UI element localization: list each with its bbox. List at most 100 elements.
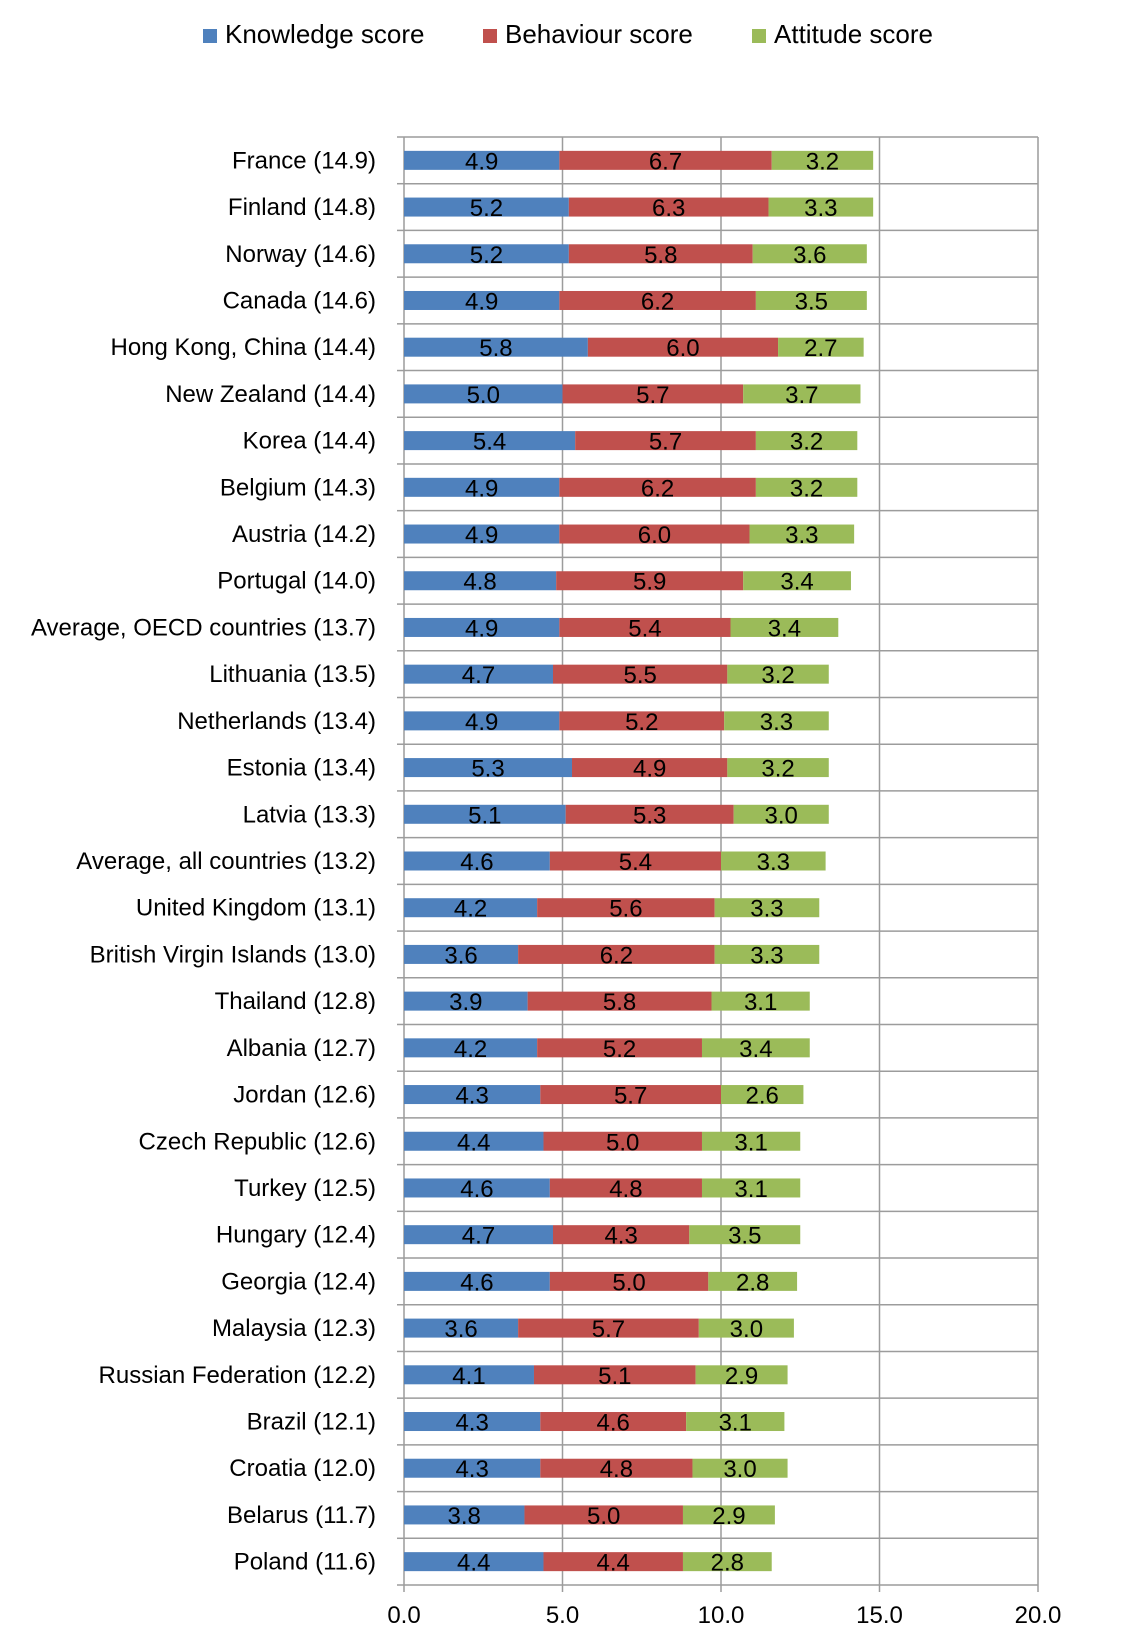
data-label: 4.2: [454, 1036, 487, 1063]
data-label: 2.9: [712, 1503, 745, 1530]
data-label: 3.0: [765, 802, 798, 829]
bar-segment: [540, 1458, 693, 1478]
legend-label: Knowledge score: [225, 19, 424, 49]
bar-segment: [543, 1552, 683, 1572]
data-label: 4.6: [460, 1176, 493, 1203]
data-label: 5.3: [633, 802, 666, 829]
data-label: 5.8: [603, 989, 636, 1016]
data-label: 4.9: [465, 615, 498, 642]
category-label: Thailand (12.8): [215, 988, 376, 1015]
data-label: 4.6: [597, 1410, 630, 1437]
bar-segment: [404, 431, 576, 451]
bar-segment: [771, 150, 874, 170]
category-label: Latvia (13.3): [243, 801, 376, 828]
category-label: Hungary (12.4): [216, 1222, 376, 1249]
data-label: 3.7: [785, 382, 818, 409]
data-label: 5.4: [619, 849, 652, 876]
data-label: 5.8: [644, 242, 677, 269]
bar-segment: [565, 804, 734, 824]
data-label: 6.3: [652, 195, 685, 222]
data-label: 5.2: [470, 242, 503, 269]
bar-segment: [701, 1131, 801, 1151]
category-label: Norway (14.6): [225, 241, 376, 268]
data-label: 6.7: [649, 148, 682, 175]
bar-segment: [701, 1178, 801, 1198]
bar-segment: [404, 1225, 553, 1245]
data-label: 3.2: [790, 429, 823, 456]
category-label: Canada (14.6): [223, 287, 376, 314]
legend: Knowledge score Behaviour score Attitude s…: [203, 19, 933, 49]
category-label: Belgium (14.3): [220, 474, 376, 501]
data-label: 4.9: [465, 148, 498, 175]
bar-segment: [552, 1225, 690, 1245]
data-label: 3.2: [761, 662, 794, 689]
bar-segment: [682, 1505, 775, 1525]
data-label: 5.4: [628, 615, 661, 642]
bar-segment: [682, 1552, 772, 1572]
data-label: 3.3: [760, 709, 793, 736]
bar-segment: [404, 617, 560, 637]
bar-segment: [695, 1365, 788, 1385]
data-label: 3.3: [750, 896, 783, 923]
data-label: 5.3: [471, 756, 504, 783]
bar-segment: [559, 477, 756, 497]
data-label: 3.1: [719, 1410, 752, 1437]
bar-segment: [404, 944, 519, 964]
category-label: Poland (11.6): [234, 1549, 376, 1576]
category-label: Average, OECD countries (13.7): [31, 614, 376, 641]
data-label: 3.4: [768, 615, 801, 642]
category-label: Netherlands (13.4): [177, 708, 376, 735]
data-label: 4.9: [465, 522, 498, 549]
bar-segment: [404, 1038, 538, 1058]
data-label: 2.8: [736, 1269, 769, 1296]
bar-segment: [778, 337, 864, 357]
data-label: 3.1: [734, 1129, 767, 1156]
category-label: New Zealand (14.4): [165, 381, 376, 408]
bar-segment: [689, 1225, 801, 1245]
data-label: 5.2: [603, 1036, 636, 1063]
data-label: 4.3: [455, 1083, 488, 1110]
bar-segment: [549, 1178, 702, 1198]
bar-segment: [721, 1085, 804, 1105]
bar-segment: [404, 1085, 541, 1105]
data-label: 4.4: [457, 1129, 490, 1156]
bar-segment: [533, 1365, 696, 1385]
data-label: 3.1: [734, 1176, 767, 1203]
bar-segment: [404, 384, 563, 404]
bar-segment: [559, 617, 731, 637]
data-label: 4.4: [597, 1550, 630, 1577]
data-label: 5.0: [606, 1129, 639, 1156]
data-label: 5.0: [587, 1503, 620, 1530]
bar-segment: [404, 1458, 541, 1478]
bar-segment: [714, 944, 820, 964]
bar-segment: [559, 290, 756, 310]
data-label: 5.7: [636, 382, 669, 409]
data-label: 3.5: [795, 288, 828, 315]
bar-segment: [559, 711, 725, 731]
bar-segment: [559, 524, 750, 544]
data-label: 4.6: [460, 849, 493, 876]
data-label: 3.2: [806, 148, 839, 175]
x-tick-label: 20.0: [1015, 1602, 1062, 1629]
data-label: 3.5: [728, 1223, 761, 1250]
bar-segment: [404, 1505, 525, 1525]
data-label: 3.0: [723, 1456, 756, 1483]
bar-segment: [755, 290, 867, 310]
category-labels: France (14.9) Finland (14.8) Norway (14.6)…: [31, 147, 376, 1575]
bar-segment: [721, 851, 826, 871]
bar-segment: [540, 1085, 721, 1105]
data-label: 3.9: [449, 989, 482, 1016]
data-label: 3.3: [750, 942, 783, 969]
legend-label: Attitude score: [774, 19, 933, 49]
category-label: Croatia (12.0): [229, 1455, 376, 1482]
bar-segment: [404, 991, 528, 1011]
bar-segment: [752, 244, 867, 264]
bar-segment: [733, 804, 829, 824]
bar-segment: [568, 244, 753, 264]
bar-segment: [540, 1412, 687, 1432]
bar-segment: [537, 1038, 702, 1058]
data-label: 4.9: [465, 709, 498, 736]
bar-segment: [552, 664, 728, 684]
data-label: 5.0: [612, 1269, 645, 1296]
category-label: Albania (12.7): [227, 1035, 376, 1062]
